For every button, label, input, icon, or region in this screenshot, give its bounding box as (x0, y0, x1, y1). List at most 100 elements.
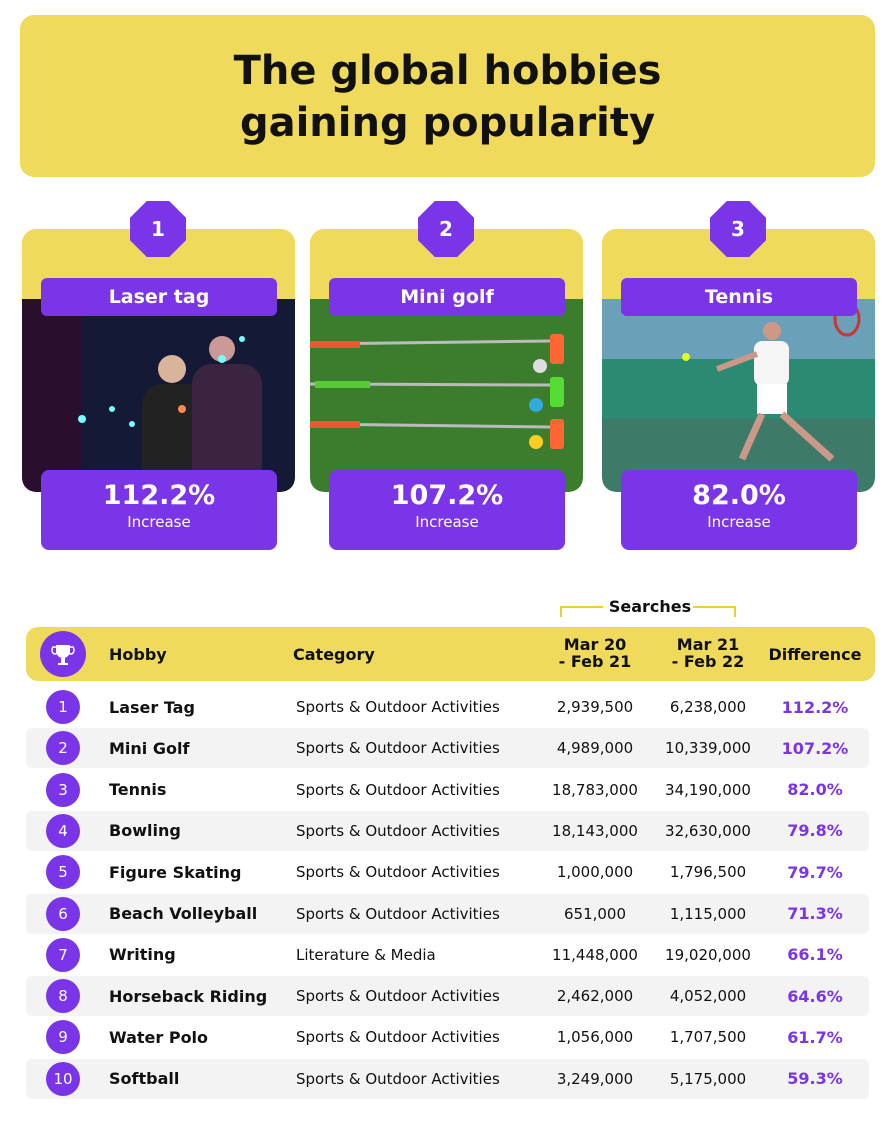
hobby: Tennis (109, 780, 167, 800)
card-label: Increase (415, 513, 479, 531)
title-line: gaining popularity (239, 100, 656, 146)
searches-period2: 19,020,000 (665, 945, 751, 964)
difference: 64.6% (787, 986, 843, 1006)
col-header: Category (293, 645, 375, 664)
card-value-box: 112.2% Increase (41, 470, 277, 550)
table-row: 9 Water Polo Sports & Outdoor Activities 1,… (26, 1017, 869, 1058)
card-value: 82.0% (692, 480, 786, 511)
rank: 6 (46, 896, 80, 931)
searches-period2: 4,052,000 (669, 987, 747, 1006)
rank-badge: 3 (710, 201, 766, 257)
table-row: 7 Writing Literature & Media 11,448,000 19,0… (26, 934, 869, 975)
difference: 79.8% (787, 821, 843, 841)
hobby: Writing (109, 945, 176, 965)
category: Sports & Outdoor Activities (296, 821, 500, 840)
rank: 3 (46, 772, 80, 807)
rank: 7 (46, 937, 80, 972)
card-name: Laser tag (41, 278, 277, 316)
searches-period1: 3,249,000 (556, 1069, 634, 1088)
rank: 8 (46, 979, 80, 1014)
hobby: Water Polo (109, 1027, 209, 1047)
searches-period2: 10,339,000 (665, 739, 751, 758)
category: Sports & Outdoor Activities (296, 739, 500, 758)
table-row: 4 Bowling Sports & Outdoor Activities 18,14… (26, 810, 869, 851)
rank: 5 (46, 855, 80, 890)
difference: 61.7% (787, 1027, 843, 1047)
searches-period1: 18,143,000 (552, 821, 638, 840)
card-value-box: 107.2% Increase (329, 470, 565, 550)
card (310, 229, 583, 492)
rank: 2 (46, 731, 80, 766)
difference: 66.1% (787, 945, 843, 965)
col-header: Hobby (109, 645, 167, 664)
hobby: Mini Golf (109, 738, 190, 758)
title-box: The global hobbies gaining popularity (20, 15, 875, 177)
card-value-box: 82.0% Increase (621, 470, 857, 550)
searches-period2: 6,238,000 (669, 698, 747, 716)
rank: 9 (46, 1020, 80, 1055)
rank: 10 (46, 1061, 80, 1096)
difference: 79.7% (787, 862, 843, 882)
col-header-line: Mar 20 (563, 635, 627, 654)
category: Sports & Outdoor Activities (296, 987, 500, 1006)
rank: 4 (46, 813, 80, 848)
col-header-line: - Feb 22 (671, 652, 745, 671)
rank-badge: 1 (130, 201, 186, 257)
searches-period1: 651,000 (563, 904, 627, 923)
hobby: Laser Tag (109, 697, 195, 717)
col-header: Mar 20- Feb 21 (535, 636, 655, 670)
table-row: 5 Figure Skating Sports & Outdoor Activiti… (26, 852, 869, 893)
table-row: 2 Mini Golf Sports & Outdoor Activities 4,9… (26, 728, 869, 769)
hobby: Horseback Riding (109, 986, 268, 1006)
table-row: 1 Laser Tag Sports & Outdoor Activities 2,9… (26, 687, 869, 727)
searches-period1: 2,939,500 (556, 698, 634, 716)
difference: 112.2% (781, 697, 849, 717)
photo (310, 299, 583, 492)
difference: 82.0% (787, 780, 843, 800)
searches-period2: 34,190,000 (665, 780, 751, 799)
hobby: Figure Skating (109, 862, 242, 882)
category: Sports & Outdoor Activities (296, 1028, 500, 1047)
searches-bracket (560, 606, 736, 617)
category: Sports & Outdoor Activities (296, 780, 500, 799)
card-value: 107.2% (390, 480, 504, 511)
hobby: Bowling (109, 821, 181, 841)
photo (22, 299, 295, 492)
category: Sports & Outdoor Activities (296, 698, 500, 716)
table-header: Hobby Category Mar 20- Feb 21 Mar 21- Fe… (26, 627, 875, 681)
card (602, 229, 875, 492)
group-label: Searches (608, 597, 692, 616)
difference: 107.2% (781, 738, 849, 758)
table-row: 8 Horseback Riding Sports & Outdoor Activi… (26, 976, 869, 1017)
col-header-line: Mar 21 (676, 635, 740, 654)
card-label: Increase (127, 513, 191, 531)
searches-period1: 1,056,000 (556, 1028, 634, 1047)
hobby: Beach Volleyball (109, 904, 258, 923)
searches-period1: 11,448,000 (552, 945, 638, 964)
category: Sports & Outdoor Activities (296, 904, 500, 923)
searches-period1: 4,989,000 (556, 739, 634, 758)
searches-period2: 5,175,000 (669, 1069, 747, 1088)
difference: 59.3% (787, 1069, 843, 1089)
col-header: Difference (768, 645, 862, 664)
searches-period1: 1,000,000 (556, 863, 634, 882)
searches-period2: 1,796,500 (669, 863, 747, 882)
table-row: 10 Softball Sports & Outdoor Activities 3,2… (26, 1058, 869, 1099)
card-value: 112.2% (102, 480, 216, 511)
searches-period2: 1,707,500 (669, 1028, 747, 1047)
card-label: Increase (707, 513, 771, 531)
photo (602, 299, 875, 492)
table-row: 6 Beach Volleyball Sports & Outdoor Activi… (26, 893, 869, 934)
searches-period2: 32,630,000 (665, 821, 751, 840)
difference: 71.3% (787, 904, 843, 923)
col-header-line: - Feb 21 (558, 652, 632, 671)
card-name: Mini golf (329, 278, 565, 316)
card (22, 229, 295, 492)
rank-badge: 2 (418, 201, 474, 257)
category: Sports & Outdoor Activities (296, 863, 500, 882)
searches-period1: 18,783,000 (552, 780, 638, 799)
col-header: Mar 21- Feb 22 (648, 636, 768, 670)
searches-period2: 1,115,000 (669, 904, 747, 923)
title-line: The global hobbies (233, 48, 662, 94)
